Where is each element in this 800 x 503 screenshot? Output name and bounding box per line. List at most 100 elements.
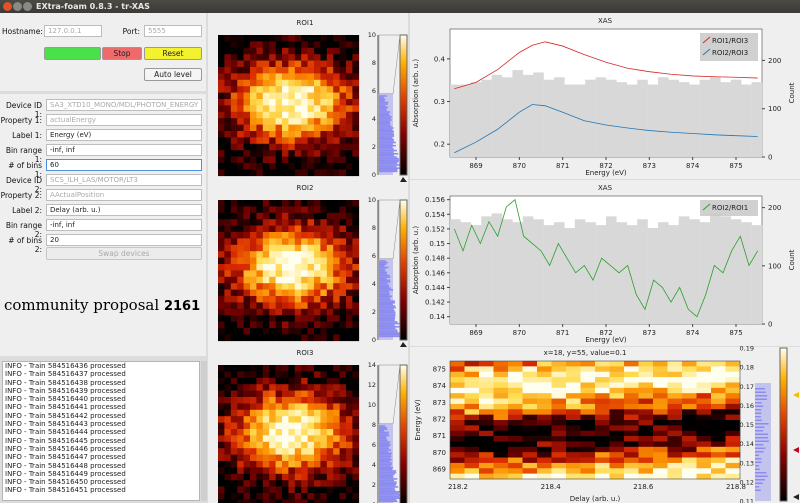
colorbar <box>399 199 408 341</box>
swap-devices-button[interactable]: Swap devices <box>46 247 202 260</box>
roi-pixel <box>320 143 328 151</box>
roi-pixel <box>320 328 328 335</box>
hist-bar <box>379 148 394 150</box>
property2-input[interactable]: AActualPosition <box>46 189 202 201</box>
count-bar <box>543 225 555 324</box>
roi-pixel <box>230 200 238 207</box>
nbins2-input[interactable]: 20 <box>46 234 202 246</box>
roi-pixel <box>333 92 340 100</box>
roi-pixel <box>250 60 257 68</box>
hist-bar <box>379 498 397 501</box>
roi-pixel <box>301 467 308 475</box>
heatmap-cell <box>450 430 465 437</box>
heatmap-cell <box>508 377 523 383</box>
roi-pixel <box>269 441 276 449</box>
heatmap-cell <box>508 430 523 437</box>
plot-frame <box>449 360 741 480</box>
roi-pixel <box>218 35 225 42</box>
roi-pixel <box>256 377 264 385</box>
roi-pixel <box>301 244 308 252</box>
roi-pixel <box>314 163 321 170</box>
roi-pixel <box>320 409 328 417</box>
roi-pixel <box>237 499 244 503</box>
roi-pixel <box>262 60 270 68</box>
roi-pixel <box>262 206 270 214</box>
roi-pixel <box>346 60 353 68</box>
minimize-icon[interactable] <box>13 2 22 11</box>
roi-pixel <box>288 454 296 462</box>
roi-pixel <box>301 105 308 113</box>
roi-pixel <box>275 321 283 329</box>
heatmap-cell <box>638 409 654 415</box>
roi-pixel <box>346 473 353 481</box>
hist-bar <box>379 441 391 443</box>
roi-pixel <box>352 321 360 329</box>
stop-button[interactable]: Stop <box>102 47 142 60</box>
heatmap-cell <box>537 414 552 421</box>
roi-pixel <box>224 163 232 170</box>
colorbar-tick-label: 0.15 <box>740 421 754 429</box>
binrange1-input[interactable]: -inf, inf <box>46 144 202 156</box>
close-icon[interactable] <box>3 2 12 11</box>
roi-pixel <box>294 225 302 233</box>
maximize-icon[interactable] <box>23 2 32 11</box>
heatmap-cell <box>464 377 480 383</box>
roi-pixel <box>275 397 283 404</box>
roi-pixel <box>333 219 340 226</box>
count-bar <box>658 222 669 324</box>
device1-input[interactable]: SA3_XTD10_MONO/MDL/PHOTON_ENERGY <box>46 99 202 111</box>
start-button[interactable] <box>44 47 101 60</box>
property1-input[interactable]: actualEnergy <box>46 114 202 126</box>
roi-pixel <box>269 206 276 214</box>
roi-pixel <box>314 384 321 391</box>
heatmap-cell <box>493 414 509 421</box>
roi-pixel <box>250 422 257 430</box>
roi-pixel <box>288 416 296 423</box>
label2-input[interactable]: Delay (arb. u.) <box>46 204 202 216</box>
roi-pixel <box>218 276 225 284</box>
roi-pixel <box>346 276 353 284</box>
y-tick-label: 873 <box>433 399 446 407</box>
auto-level-button[interactable]: Auto level <box>144 68 202 81</box>
proposal-number: 2161 <box>163 299 201 314</box>
roi-pixel <box>230 156 238 164</box>
roi-pixel <box>282 124 289 132</box>
roi-pixel <box>352 283 360 290</box>
roi-pixel <box>224 467 232 475</box>
hostname-input[interactable]: 127.0.0.1 <box>44 25 102 37</box>
hist-bar <box>379 332 401 334</box>
log-scrollbar[interactable] <box>201 361 207 501</box>
roi-pixel <box>333 334 340 342</box>
roi-pixel <box>275 334 283 342</box>
reset-button[interactable]: Reset <box>144 47 202 60</box>
binrange2-input[interactable]: -inf, inf <box>46 219 202 231</box>
roi-pixel <box>218 334 225 342</box>
roi-pixel <box>307 111 315 119</box>
roi-pixel <box>333 486 340 494</box>
heatmap-cell <box>537 409 552 415</box>
roi-pixel <box>224 435 232 443</box>
heatmap-cell <box>667 377 683 383</box>
roi-pixel <box>218 105 225 113</box>
heatmap-cell <box>595 403 610 410</box>
heatmap-cell <box>566 398 581 405</box>
roi-pixel <box>346 137 353 145</box>
roi-pixel <box>250 47 257 55</box>
roi-pixel <box>230 86 238 93</box>
device2-input[interactable]: SCS_ILH_LAS/MOTOR/LT3 <box>46 174 202 186</box>
roi-pixel <box>301 493 308 500</box>
nbins1-input[interactable]: 60 <box>46 159 202 171</box>
label1-input[interactable]: Energy (eV) <box>46 129 202 141</box>
roi-pixel <box>250 150 257 157</box>
heatmap-cell <box>522 377 538 383</box>
roi-pixel <box>269 105 276 113</box>
roi-pixel <box>333 409 340 417</box>
heatmap-cell <box>725 377 741 383</box>
heatmap-cell <box>609 452 625 458</box>
roi-pixel <box>301 200 308 207</box>
heatmap-cell <box>609 457 625 464</box>
roi-pixel <box>243 232 251 239</box>
roi-pixel <box>288 328 296 335</box>
port-input[interactable]: 5555 <box>144 25 202 37</box>
heatmap-cell <box>696 436 712 442</box>
